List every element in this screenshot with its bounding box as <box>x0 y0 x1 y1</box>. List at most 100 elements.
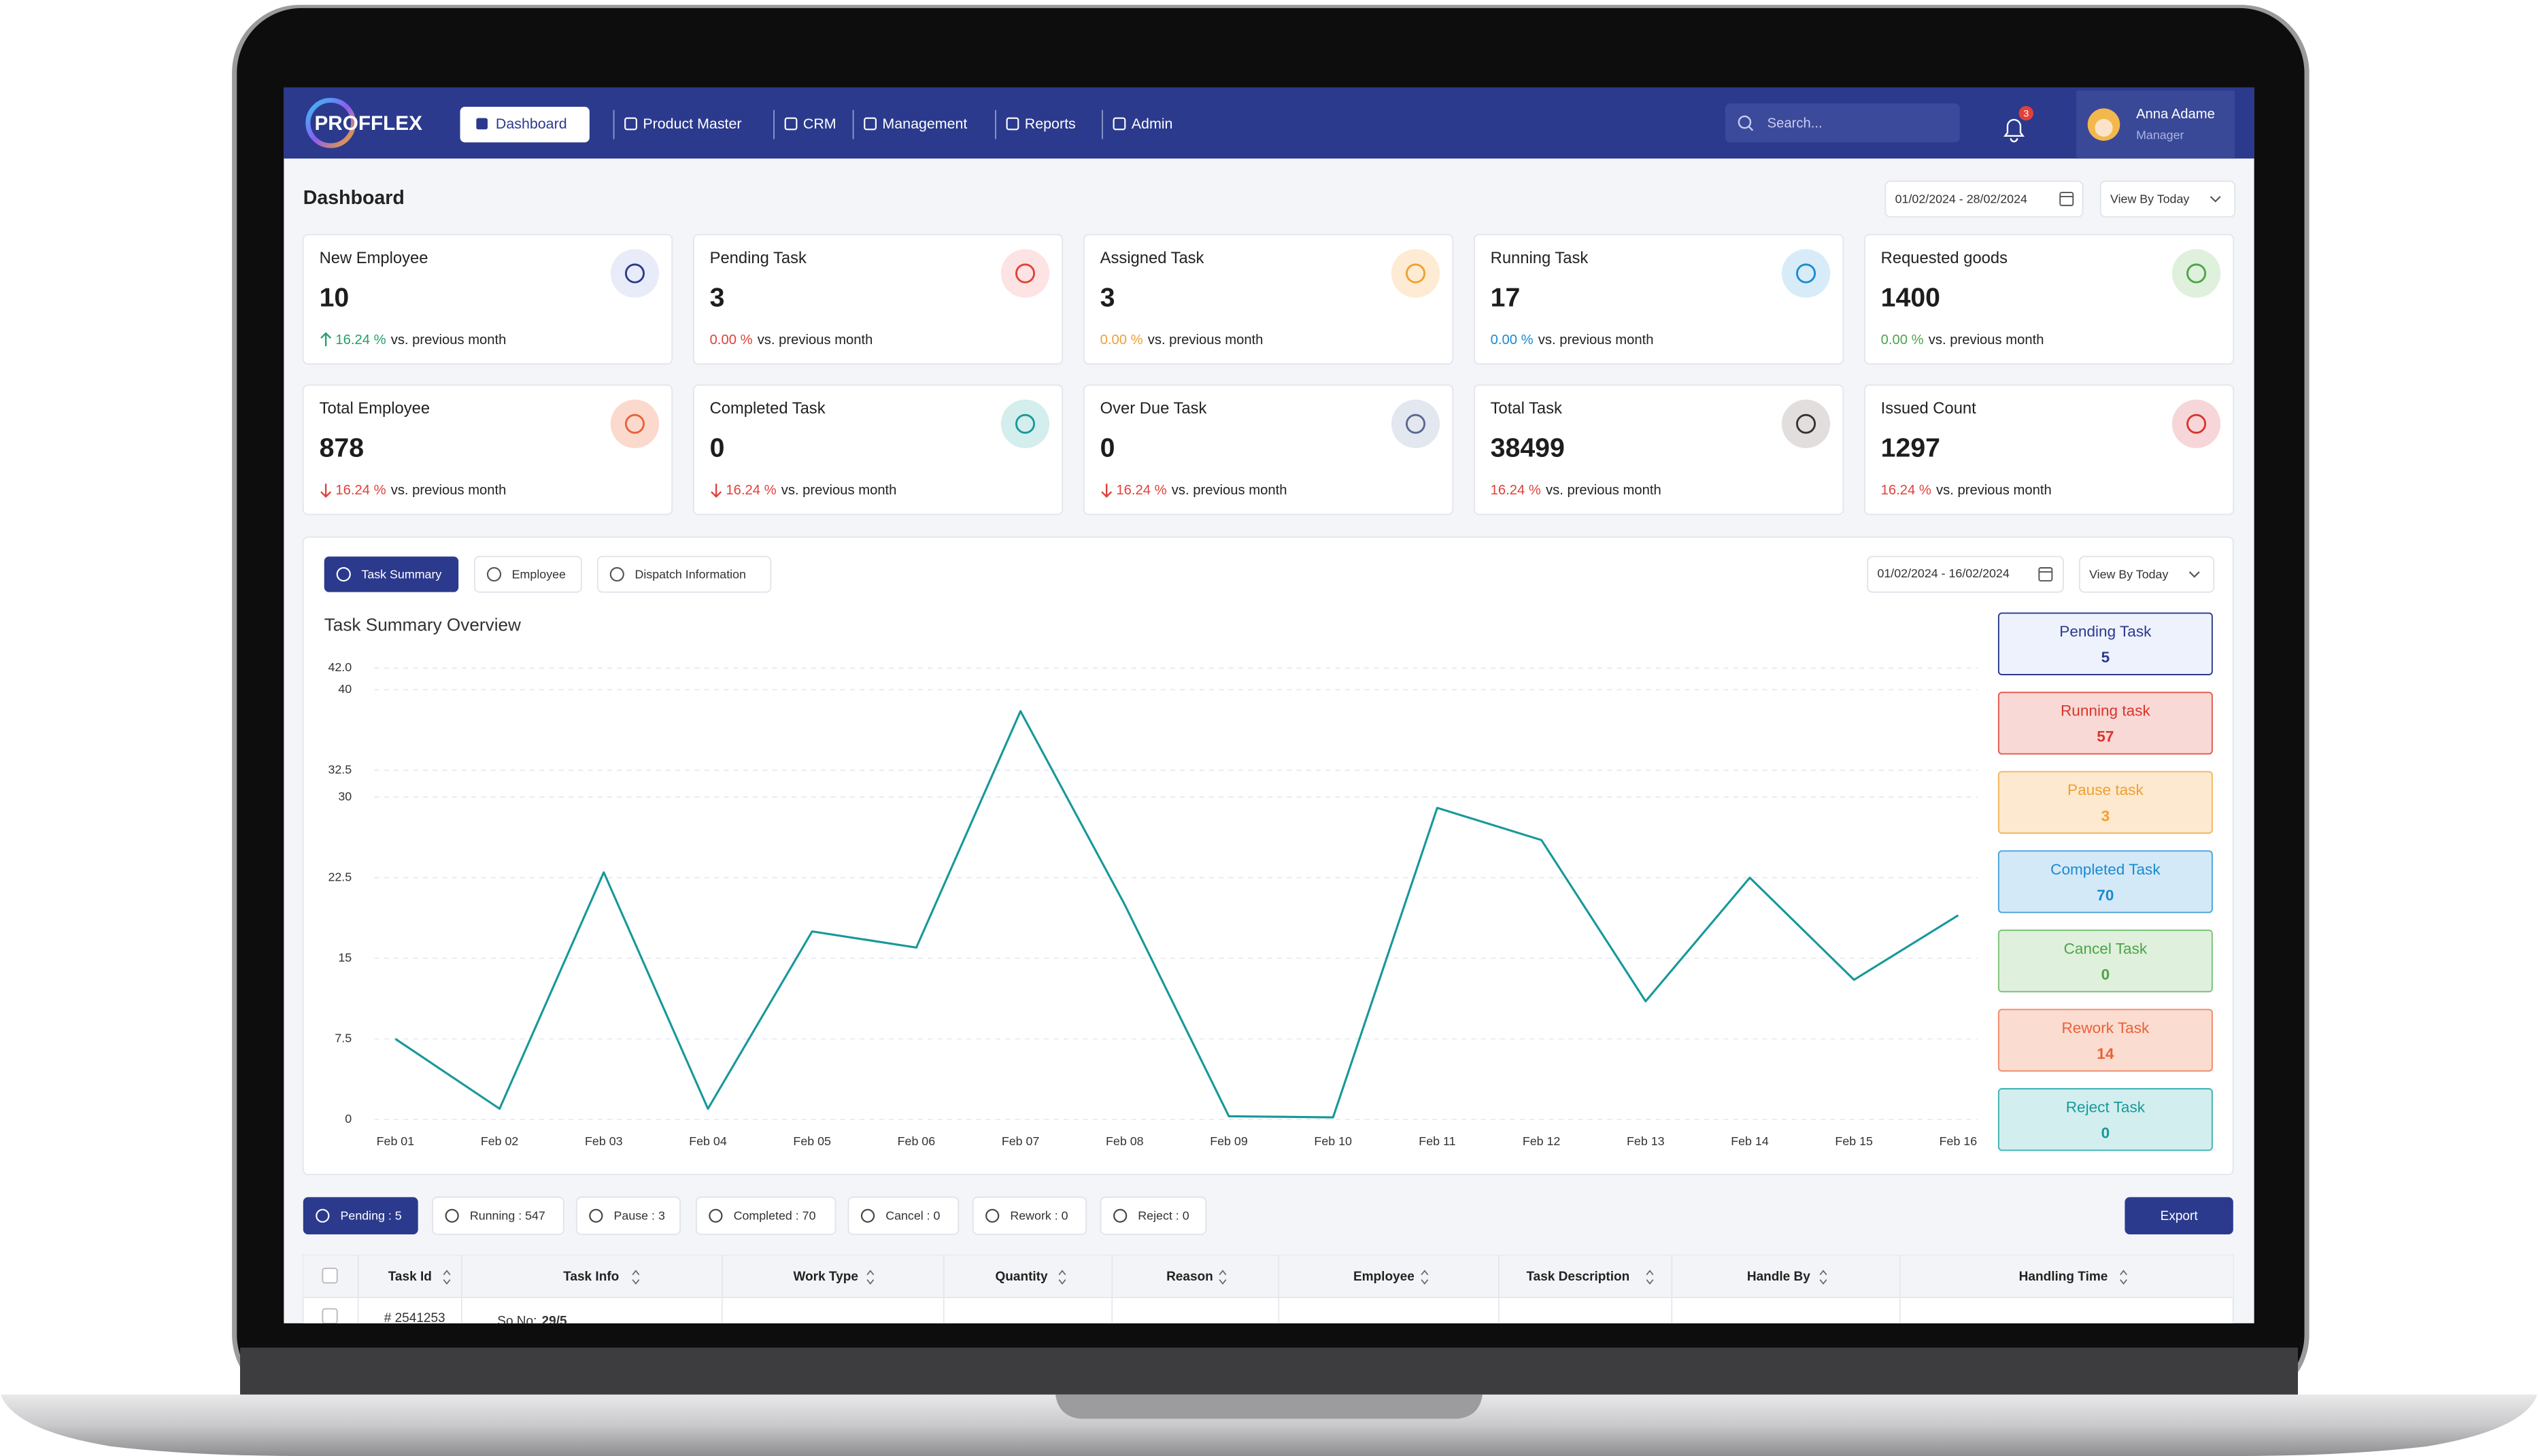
column-header[interactable]: Task Description <box>1526 1270 1629 1284</box>
bezel-chin <box>240 1347 2298 1396</box>
filter-chip[interactable] <box>575 1196 681 1236</box>
user-avatar-face <box>2095 118 2113 137</box>
stat-change-line: 16.24 % vs. previous month <box>335 483 506 498</box>
stat-change: 16.24 % <box>1491 483 1541 498</box>
stat-icon <box>1406 263 1426 284</box>
panel-tab[interactable] <box>324 556 459 592</box>
column-header[interactable]: Task Info <box>563 1270 619 1284</box>
row-checkbox[interactable] <box>322 1308 338 1323</box>
column-header[interactable]: Quantity <box>995 1270 1048 1284</box>
stat-value: 3 <box>710 282 725 312</box>
panel-tab[interactable] <box>474 556 582 593</box>
summary-label: Completed Task <box>2050 861 2161 878</box>
stat-label: Running Task <box>1491 249 1589 267</box>
stat-icon <box>1796 413 1816 434</box>
x-tick-label: Feb 07 <box>1002 1134 1040 1148</box>
stat-note: vs. previous month <box>391 483 507 498</box>
stat-change-line: 0.00 % vs. previous month <box>1100 333 1264 348</box>
stat-note: vs. previous month <box>1148 333 1264 348</box>
nav-item[interactable]: Management <box>882 116 967 132</box>
filter-chip[interactable] <box>847 1196 960 1236</box>
filter-label[interactable]: Reject : 0 <box>1138 1209 1189 1223</box>
nav-item[interactable]: Admin <box>1132 116 1173 132</box>
tab-label[interactable]: Task Summary <box>361 567 441 581</box>
view-select-text: View By Today <box>2110 192 2189 206</box>
stat-label: New Employee <box>320 249 428 267</box>
so-label: So No: <box>497 1315 537 1329</box>
panel-view-select[interactable] <box>2078 556 2215 593</box>
summary-card <box>1997 692 2213 755</box>
column-header[interactable]: Employee <box>1353 1270 1415 1284</box>
nav-item[interactable]: Dashboard <box>496 116 567 132</box>
date-range-text: 01/02/2024 - 28/02/2024 <box>1895 192 2027 206</box>
stat-change: 0.00 % <box>1881 333 1924 348</box>
stat-value: 1400 <box>1881 282 1940 312</box>
column-header[interactable]: Task Id <box>388 1270 432 1284</box>
column-header[interactable]: Handle By <box>1747 1270 1810 1284</box>
stat-label: Assigned Task <box>1100 249 1204 267</box>
stat-note: vs. previous month <box>781 483 897 498</box>
filter-chip[interactable] <box>303 1197 418 1235</box>
filter-label[interactable]: Completed : 70 <box>734 1209 816 1223</box>
stat-icon-bg <box>1391 249 1440 298</box>
x-tick-label: Feb 01 <box>377 1134 415 1148</box>
filter-label[interactable]: Running : 547 <box>470 1209 545 1223</box>
header-checkbox[interactable] <box>322 1268 338 1284</box>
nav-item[interactable]: Product Master <box>643 116 741 132</box>
summary-label: Rework Task <box>2061 1019 2150 1036</box>
stat-change-line: 16.24 % vs. previous month <box>726 483 896 498</box>
filter-label[interactable]: Pause : 3 <box>614 1209 665 1223</box>
stat-change: 0.00 % <box>1100 333 1143 348</box>
panel-date-range[interactable] <box>1867 556 2064 593</box>
stat-change-line: 0.00 % vs. previous month <box>1491 333 1654 348</box>
nav-item-active[interactable] <box>460 107 590 143</box>
bell-icon[interactable] <box>2003 118 2025 143</box>
column-header[interactable]: Reason <box>1166 1270 1213 1284</box>
stat-icon-bg <box>610 399 660 448</box>
nav-icon <box>1006 117 1019 131</box>
stat-change: 16.24 % <box>335 483 386 498</box>
filter-label[interactable]: Rework : 0 <box>1010 1209 1068 1223</box>
user-role: Manager <box>2136 129 2184 142</box>
export-button[interactable] <box>2125 1197 2233 1235</box>
stat-value: 17 <box>1491 282 1521 312</box>
filter-chip[interactable] <box>972 1196 1087 1236</box>
x-tick-label: Feb 09 <box>1210 1134 1248 1148</box>
panel-tab[interactable] <box>596 556 772 593</box>
filter-chip[interactable] <box>695 1196 836 1236</box>
date-range[interactable] <box>1884 180 2084 218</box>
nav-item[interactable]: Reports <box>1025 116 1076 132</box>
stat-icon-bg <box>2171 399 2221 448</box>
tab-icon <box>336 566 351 582</box>
x-tick-label: Feb 14 <box>1731 1134 1769 1148</box>
stat-icon-bg <box>610 249 660 298</box>
filter-chip[interactable] <box>1100 1196 1207 1236</box>
column-header[interactable]: Handling Time <box>2019 1270 2108 1284</box>
filter-label[interactable]: Pending : 5 <box>341 1209 402 1223</box>
filter-chip[interactable] <box>432 1196 564 1236</box>
panel-date-text: 01/02/2024 - 16/02/2024 <box>1877 566 2009 580</box>
stat-note: vs. previous month <box>758 333 873 348</box>
search-icon-handle <box>1748 126 1754 131</box>
chart-line <box>394 710 1959 1119</box>
tab-label[interactable]: Dispatch Information <box>634 567 746 581</box>
column-header[interactable]: Work Type <box>793 1270 858 1284</box>
view-select[interactable] <box>2099 180 2236 218</box>
x-tick-label: Feb 05 <box>793 1134 831 1148</box>
export-label[interactable]: Export <box>2161 1209 2199 1223</box>
app-screen: PROFFLEX Dashboard Product Master CRM Manage… <box>284 87 2254 1329</box>
sort-icon <box>632 1270 640 1285</box>
sort-icon <box>1421 1270 1429 1285</box>
filter-label[interactable]: Cancel : 0 <box>885 1209 940 1223</box>
summary-label: Running task <box>2061 702 2150 719</box>
stat-change-line: 16.24 % vs. previous month <box>1881 483 2052 498</box>
filter-icon <box>1113 1208 1128 1223</box>
stat-note: vs. previous month <box>391 333 507 348</box>
search-box[interactable] <box>1725 103 1960 143</box>
summary-card <box>1997 850 2213 913</box>
stat-change-line: 16.24 % vs. previous month <box>1116 483 1287 498</box>
nav-item[interactable]: CRM <box>803 116 836 132</box>
tab-label[interactable]: Employee <box>512 567 566 581</box>
summary-value: 0 <box>2101 966 2110 983</box>
